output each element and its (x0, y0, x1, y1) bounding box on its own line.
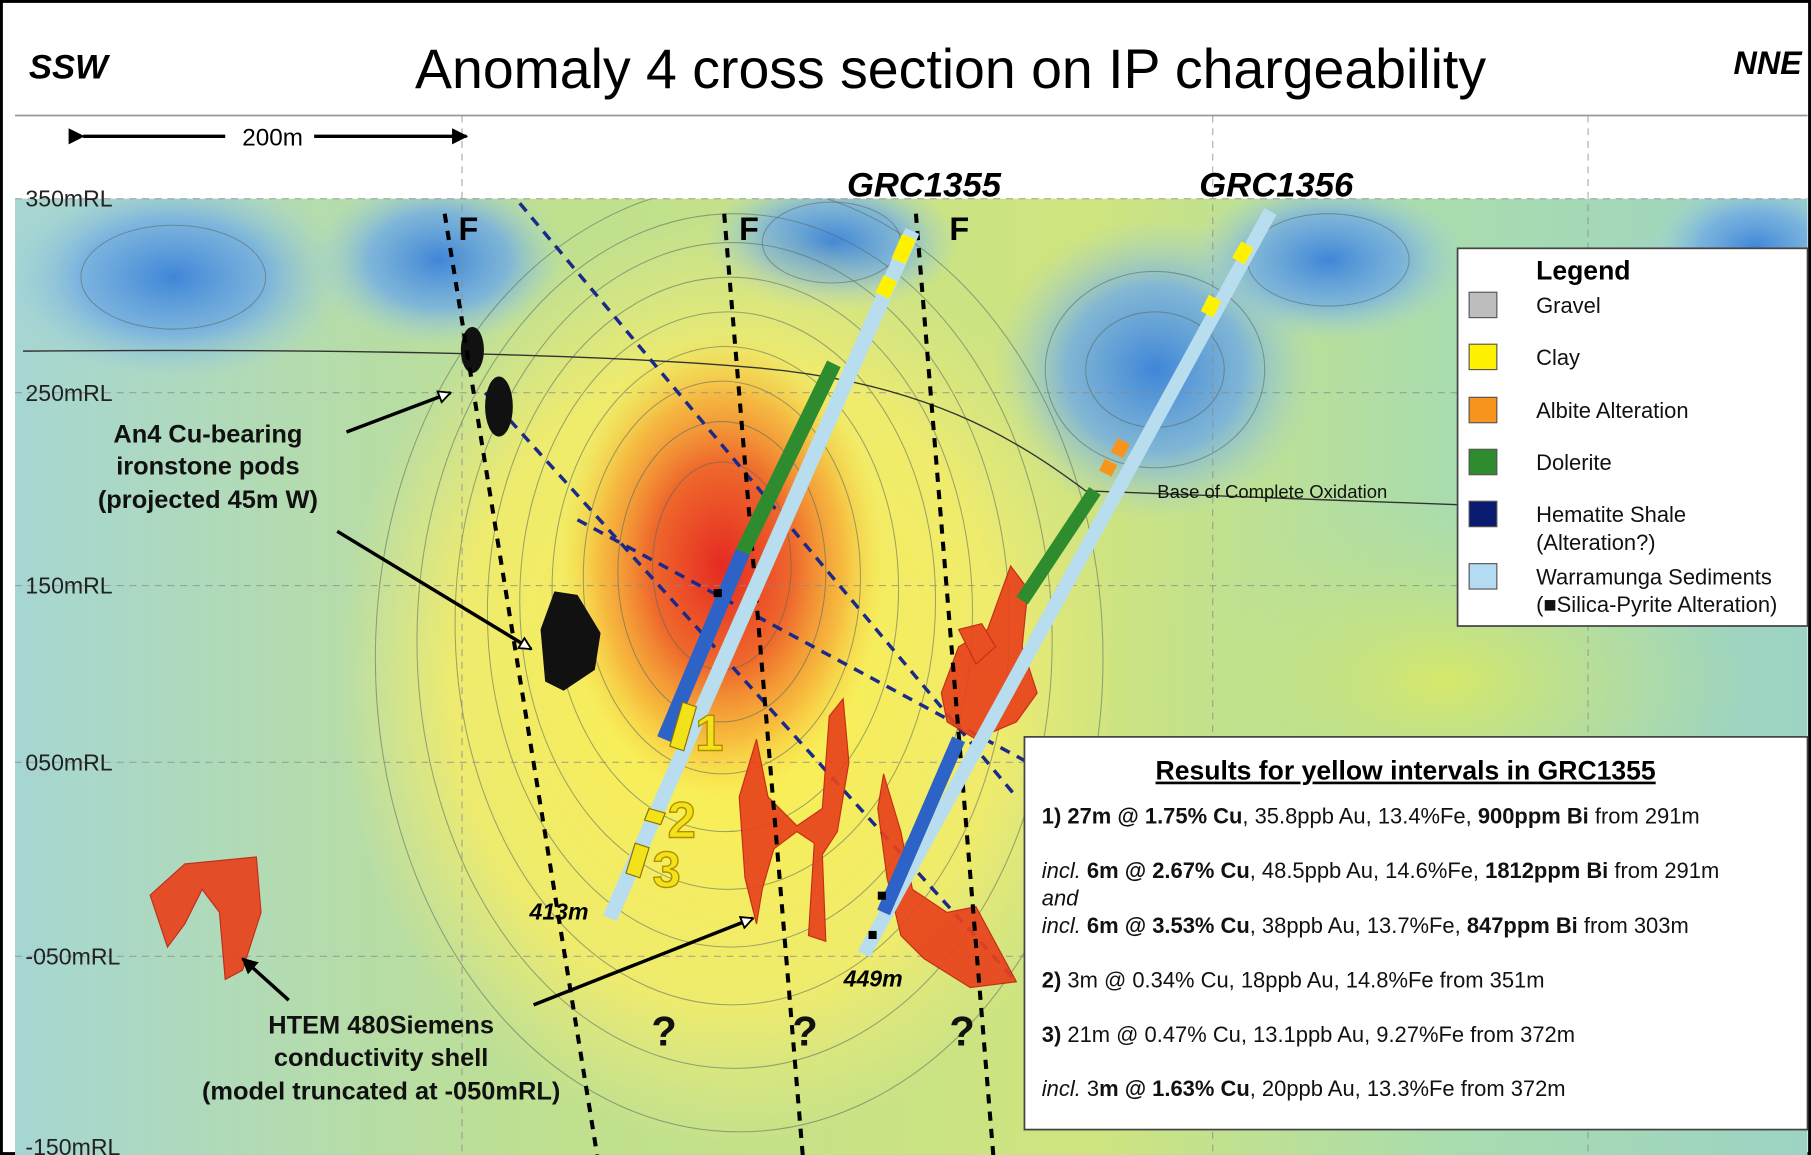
unknown-mark: ? (949, 1007, 974, 1054)
direction-right: NNE (1733, 45, 1803, 81)
fault-label: F (739, 211, 759, 247)
elevation-label: 150mRL (25, 573, 112, 599)
result-segment: and (1042, 886, 1079, 911)
result-line: incl. 6m @ 2.67% Cu, 48.5ppb Au, 14.6%Fe… (1042, 858, 1719, 883)
legend-label: Warramunga Sediments (1536, 564, 1772, 589)
result-segment: 847ppm Bi (1467, 913, 1578, 938)
interval-number: 3 (653, 841, 681, 898)
direction-left: SSW (29, 49, 111, 87)
pods-note: (projected 45m W) (98, 486, 318, 514)
htem-note: (model truncated at -050mRL) (202, 1078, 560, 1106)
result-segment: , 38ppb Au, 13.7%Fe, (1250, 913, 1467, 938)
drillhole-depth: 413m (528, 898, 588, 924)
result-segment: 1812ppm Bi (1485, 858, 1608, 883)
result-segment: incl. (1042, 1076, 1081, 1101)
legend-title: Legend (1536, 256, 1630, 286)
result-segment: incl. (1042, 913, 1081, 938)
pods-note: ironstone pods (116, 453, 299, 481)
result-segment: from 291m (1589, 804, 1700, 829)
result-segment: from 303m (1578, 913, 1689, 938)
result-segment: incl. (1042, 858, 1081, 883)
result-line: and (1042, 886, 1079, 911)
legend-swatch (1469, 449, 1497, 474)
elevation-label: -050mRL (25, 943, 120, 969)
result-segment: 6m @ 2.67% Cu (1087, 858, 1250, 883)
results-title: Results for yellow intervals in GRC1355 (1156, 756, 1656, 786)
legend-swatch (1469, 501, 1497, 526)
results: Results for yellow intervals in GRC1355 … (1024, 737, 1807, 1130)
elevation-label: 350mRL (25, 186, 112, 212)
legend-label: (Alteration?) (1536, 530, 1656, 555)
result-segment: 3m @ 0.34% Cu, 18ppb Au, 14.8%Fe from 35… (1061, 968, 1544, 993)
result-segment: 900ppm Bi (1478, 804, 1589, 829)
legend-label: Dolerite (1536, 450, 1612, 475)
result-line: incl. 6m @ 3.53% Cu, 38ppb Au, 13.7%Fe, … (1042, 913, 1689, 938)
fault-label: F (459, 211, 479, 247)
result-segment: 2) (1042, 968, 1062, 993)
result-segment: , 48.5ppb Au, 14.6%Fe, (1250, 858, 1485, 883)
scale-label: 200m (242, 125, 303, 152)
result-line: 3) 21m @ 0.47% Cu, 13.1ppb Au, 9.27%Fe f… (1042, 1022, 1575, 1047)
drillhole-depth: 449m (843, 965, 903, 991)
unknown-mark: ? (651, 1007, 676, 1054)
drillhole-name: GRC1355 (847, 166, 1002, 204)
legend-label: Hematite Shale (1536, 502, 1686, 527)
fault-label: F (949, 211, 969, 247)
htem-note: HTEM 480Siemens (268, 1012, 494, 1040)
htem-note: conductivity shell (274, 1044, 488, 1072)
oxidation-label: Base of Complete Oxidation (1157, 481, 1387, 502)
elevation-label: -150mRL (25, 1134, 120, 1155)
elevation-label: 250mRL (25, 380, 112, 406)
legend-swatch (1469, 564, 1497, 589)
legend-swatch (1469, 292, 1497, 317)
interval-number: 1 (695, 705, 723, 762)
cross-section: SSW Anomaly 4 cross section on IP charge… (0, 0, 1811, 1155)
result-line: incl. 3m @ 1.63% Cu, 20ppb Au, 13.3%Fe f… (1042, 1076, 1566, 1101)
elevation-label: 050mRL (25, 749, 112, 775)
legend-label: Clay (1536, 345, 1580, 370)
unknown-mark: ? (792, 1007, 817, 1054)
result-line: 1) 27m @ 1.75% Cu, 35.8ppb Au, 13.4%Fe, … (1042, 804, 1700, 829)
result-line: 2) 3m @ 0.34% Cu, 18ppb Au, 14.8%Fe from… (1042, 968, 1545, 993)
drillhole-name: GRC1356 (1199, 166, 1354, 204)
result-segment: 3) (1042, 1022, 1062, 1047)
legend: Legend Gravel Clay Albite Alteration Doleri… (1458, 248, 1808, 626)
pods-note: An4 Cu-bearing (113, 420, 302, 448)
result-segment: , 20ppb Au, 13.3%Fe from 372m (1250, 1076, 1566, 1101)
legend-label: Albite Alteration (1536, 398, 1688, 423)
legend-swatch (1469, 397, 1497, 422)
result-segment: , 35.8ppb Au, 13.4%Fe, (1242, 804, 1477, 829)
legend-swatch (1469, 344, 1497, 369)
result-segment: from 291m (1608, 858, 1719, 883)
result-segment: 3 (1081, 1076, 1099, 1101)
result-segment: 21m @ 0.47% Cu, 13.1ppb Au, 9.27%Fe from… (1061, 1022, 1575, 1047)
legend-label: (■Silica-Pyrite Alteration) (1536, 592, 1777, 617)
result-segment: m @ 1.63% Cu (1099, 1076, 1250, 1101)
result-segment: 1) 27m @ 1.75% Cu (1042, 804, 1243, 829)
result-segment: 6m @ 3.53% Cu (1087, 913, 1250, 938)
title: Anomaly 4 cross section on IP chargeabil… (415, 38, 1486, 100)
interval-number: 2 (668, 791, 696, 848)
legend-label: Gravel (1536, 293, 1601, 318)
